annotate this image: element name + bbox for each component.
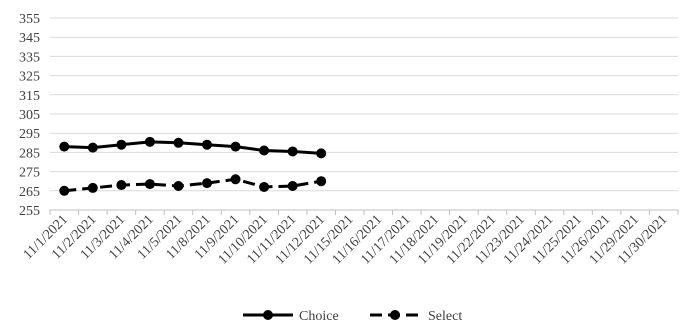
legend-choice-marker [263,310,273,320]
y-tick-label: 265 [19,185,40,200]
data-point-choice [230,141,241,152]
y-tick-label: 275 [19,166,40,181]
series-group [59,136,327,196]
data-point-select [202,178,212,189]
data-point-select [230,174,241,185]
y-tick-label: 305 [19,108,40,123]
data-point-choice [173,137,184,148]
legend-item-select: Select [370,309,462,324]
data-point-select [287,181,298,191]
legend-select-label: Select [428,309,462,324]
data-point-choice [116,139,127,150]
y-tick-label: 335 [19,50,40,65]
series-line-choice [64,140,322,155]
data-point-select [259,181,270,192]
data-point-choice [287,146,298,157]
legend-choice-label: Choice [299,309,339,324]
y-tick-label: 345 [19,31,40,46]
data-point-choice [144,136,155,147]
y-tick-label: 355 [19,12,40,27]
data-point-choice [87,142,98,153]
data-point-choice [59,141,70,152]
y-tick-label: 325 [19,70,40,85]
legend-item-choice: Choice [243,309,339,324]
y-tick-label: 285 [19,146,40,161]
y-tick-label: 295 [19,127,40,142]
data-point-select [116,180,127,191]
gridlines [50,17,678,192]
data-point-select [144,179,155,190]
data-point-choice [316,148,327,159]
data-point-select [173,181,184,191]
x-axis-ticks: 11/1/202111/2/202111/3/202111/4/202111/5… [21,210,679,268]
series-line-select [64,177,322,193]
legend: Choice Select [243,309,462,324]
y-tick-label: 255 [19,204,40,219]
data-point-select [87,182,98,193]
data-point-select [59,185,70,196]
legend-select-marker [390,310,400,320]
y-tick-label: 315 [19,89,40,104]
data-point-choice [202,139,212,150]
data-point-select [316,176,327,187]
data-point-choice [259,145,270,156]
y-axis-ticks: 255 265 275 285 295 305 315 325 335 345 355 [19,12,40,219]
